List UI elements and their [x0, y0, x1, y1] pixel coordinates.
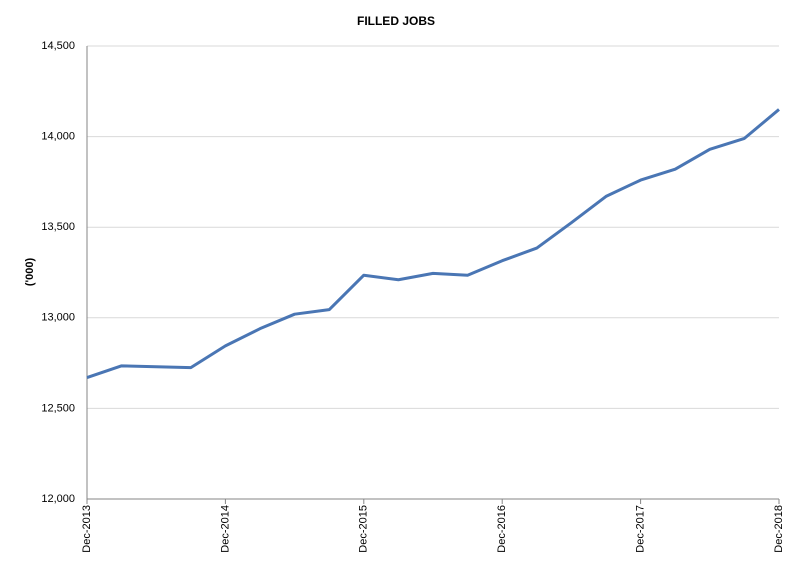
x-tick-label: Dec-2014	[219, 505, 231, 553]
x-tick-label: Dec-2015	[358, 505, 370, 553]
y-tick-label: 12,500	[41, 402, 75, 414]
y-tick-label: 12,000	[41, 493, 75, 505]
x-tick-label: Dec-2016	[496, 505, 508, 553]
data-line	[86, 108, 780, 380]
x-tick-label: Dec-2018	[773, 505, 785, 553]
chart-title: FILLED JOBS	[357, 14, 435, 28]
y-axis-label: ('000)	[24, 258, 36, 287]
x-tick-label: Dec-2017	[635, 505, 647, 553]
y-tick-label: 13,000	[41, 312, 75, 324]
y-tick-label: 13,500	[41, 221, 75, 233]
y-tick-label: 14,000	[41, 131, 75, 143]
x-tick-label: Dec-2013	[81, 505, 93, 553]
y-tick-label: 14,500	[41, 40, 75, 52]
